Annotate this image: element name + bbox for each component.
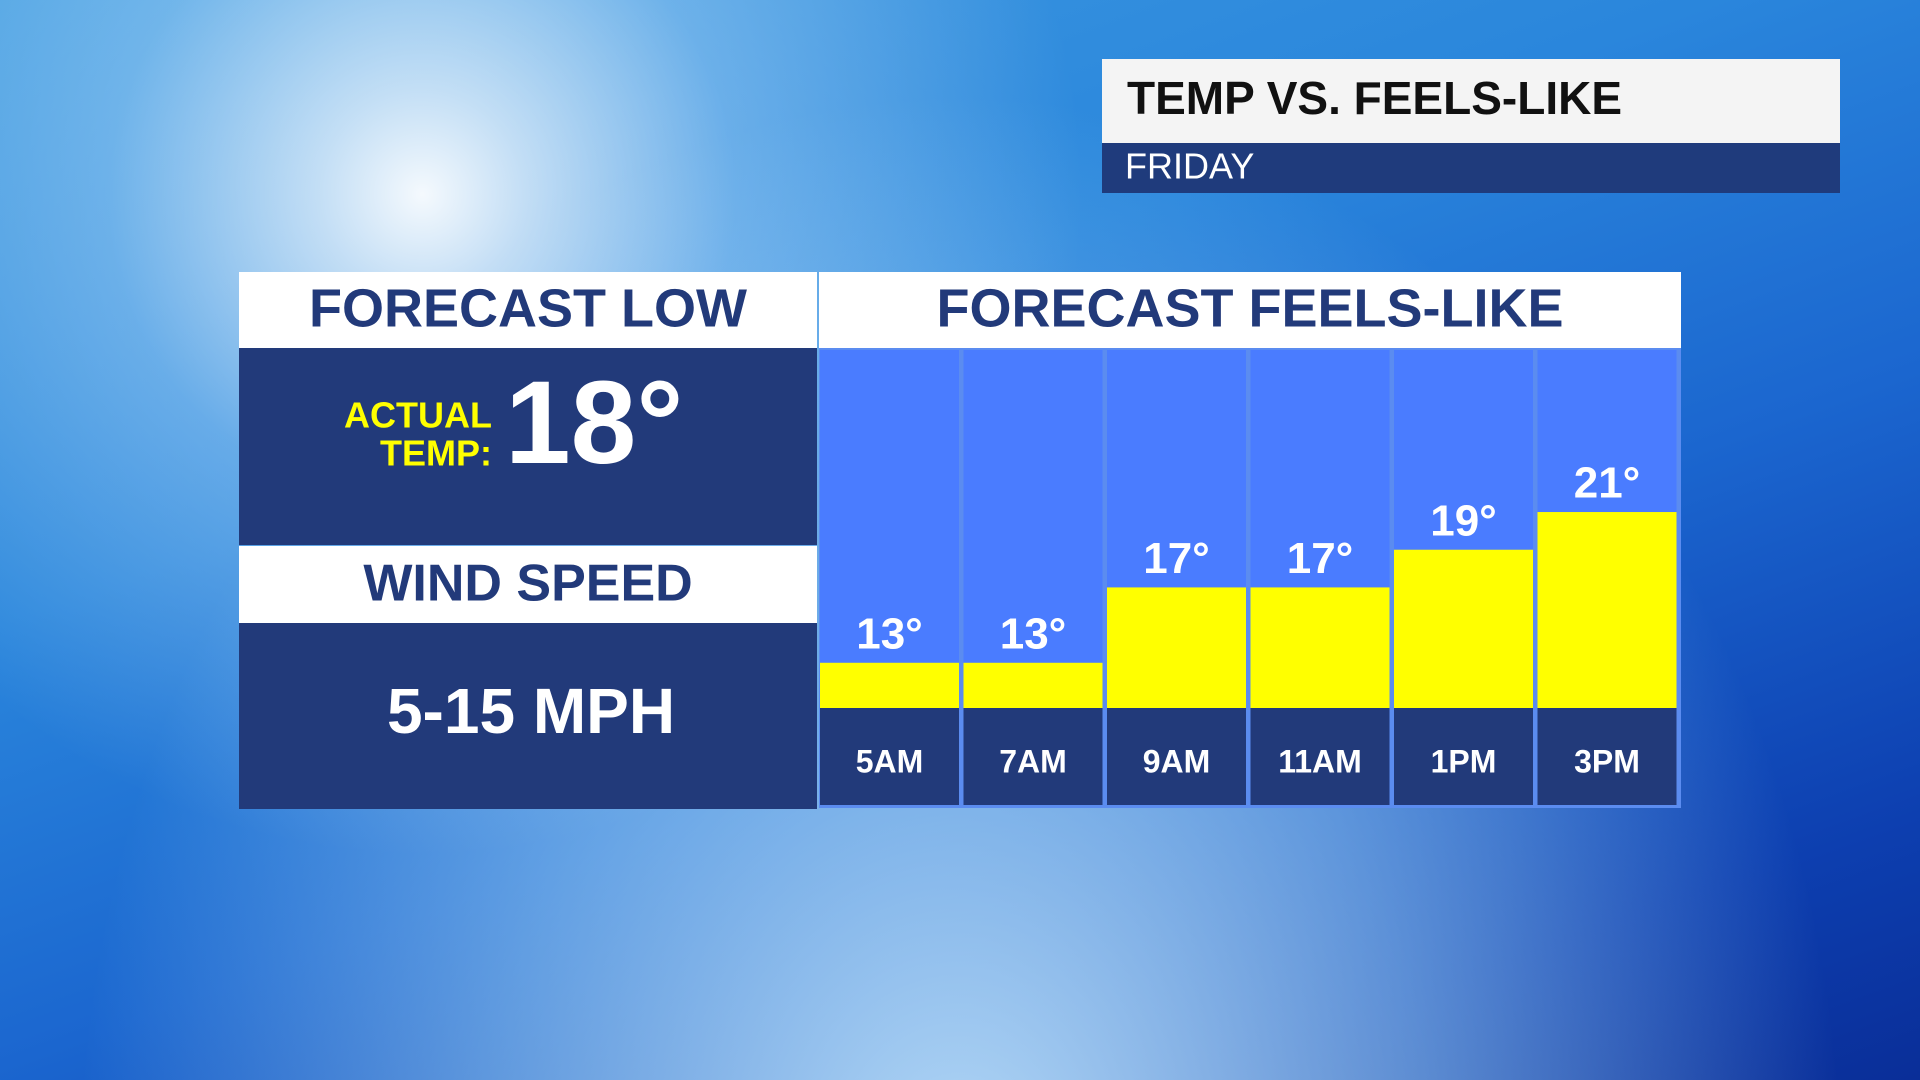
column-footer xyxy=(1107,708,1246,805)
low-label-1: ACTUAL xyxy=(344,395,492,436)
column-footer xyxy=(820,708,959,805)
bar xyxy=(1537,512,1677,708)
low-title: FORECAST LOW xyxy=(309,278,747,338)
header-subtitle: FRIDAY xyxy=(1125,146,1254,187)
value-label: 13° xyxy=(1000,609,1067,658)
subheader-box xyxy=(1102,143,1840,193)
low-box xyxy=(239,348,817,545)
header-box xyxy=(1102,59,1840,143)
bar xyxy=(1250,587,1390,708)
bar xyxy=(1107,587,1246,708)
header-title: TEMP VS. FEELS-LIKE xyxy=(1127,72,1622,124)
value-label: 17° xyxy=(1287,534,1354,583)
x-tick-label: 11AM xyxy=(1278,743,1362,779)
column-footer xyxy=(1394,708,1533,805)
column-footer xyxy=(1537,708,1677,805)
value-label: 17° xyxy=(1143,534,1210,583)
column-background xyxy=(963,350,1103,708)
value-label: 21° xyxy=(1574,459,1641,508)
chart-area: 13° 5AM 13° 7AM 17° 9AM 17° 11AM 19° 1PM 21° 3PM xyxy=(820,350,1677,805)
wind-title: WIND SPEED xyxy=(363,555,692,613)
x-tick-label: 9AM xyxy=(1143,743,1211,779)
column-background xyxy=(820,350,959,708)
wind-box xyxy=(239,623,817,809)
wind-value: 5-15 MPH xyxy=(387,675,675,747)
wind-header-box xyxy=(239,546,817,623)
x-tick-label: 3PM xyxy=(1574,743,1640,779)
bar xyxy=(820,662,959,708)
value-label: 13° xyxy=(856,609,923,658)
value-label: 19° xyxy=(1430,496,1497,545)
chart-title: FORECAST FEELS-LIKE xyxy=(936,278,1563,338)
column-footer xyxy=(1250,708,1390,805)
low-value: 18° xyxy=(505,357,683,489)
chart-panel xyxy=(819,348,1681,808)
bar xyxy=(963,662,1103,708)
low-header-box xyxy=(239,272,817,348)
x-tick-label: 7AM xyxy=(999,743,1067,779)
bar xyxy=(1394,549,1533,708)
chart-header-box xyxy=(819,272,1681,348)
column-footer xyxy=(963,708,1103,805)
low-label-2: TEMP: xyxy=(380,433,492,474)
x-tick-label: 1PM xyxy=(1431,743,1497,779)
x-tick-label: 5AM xyxy=(856,743,924,779)
